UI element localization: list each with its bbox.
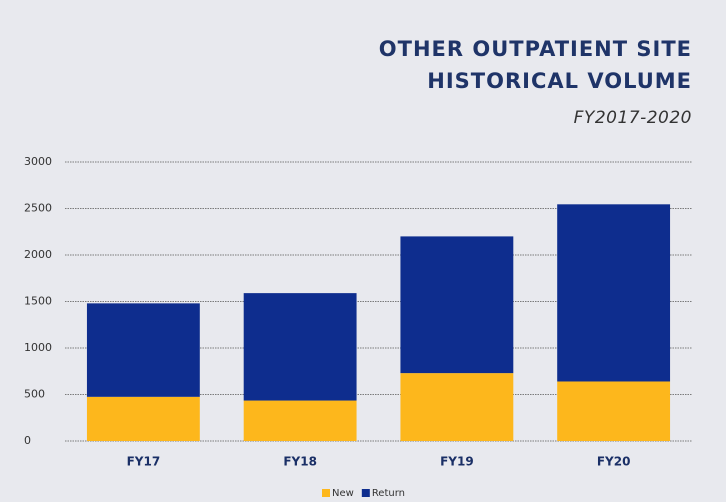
- y-tick-label: 1500: [24, 295, 52, 308]
- chart-title: HISTORICAL VOLUME: [427, 69, 692, 93]
- y-tick-label: 500: [24, 388, 45, 401]
- bar-segment: [243, 400, 357, 441]
- x-tick-label: FY20: [597, 455, 631, 469]
- y-tick-label: 0: [24, 434, 31, 447]
- bar-segment: [243, 293, 357, 401]
- bar-segment: [400, 236, 514, 374]
- legend-label: New: [332, 488, 354, 499]
- bar-segment: [557, 381, 671, 441]
- bar-segment: [557, 204, 671, 382]
- bar-segment: [86, 396, 200, 441]
- x-tick-label: FY17: [127, 455, 161, 469]
- y-tick-label: 1000: [24, 341, 52, 354]
- legend-label: Return: [372, 488, 405, 499]
- y-tick-label: 2500: [24, 202, 52, 215]
- chart-title: OTHER OUTPATIENT SITE: [379, 37, 692, 61]
- y-tick-label: 3000: [24, 155, 52, 168]
- bar-segment: [86, 303, 200, 397]
- x-tick-label: FY18: [283, 455, 317, 469]
- y-tick-label: 2000: [24, 248, 52, 261]
- chart-subtitle: FY2017-2020: [574, 108, 692, 128]
- bar-segment: [400, 373, 514, 441]
- legend-swatch: [322, 489, 330, 497]
- legend-swatch: [361, 489, 370, 497]
- x-tick-label: FY19: [440, 455, 474, 469]
